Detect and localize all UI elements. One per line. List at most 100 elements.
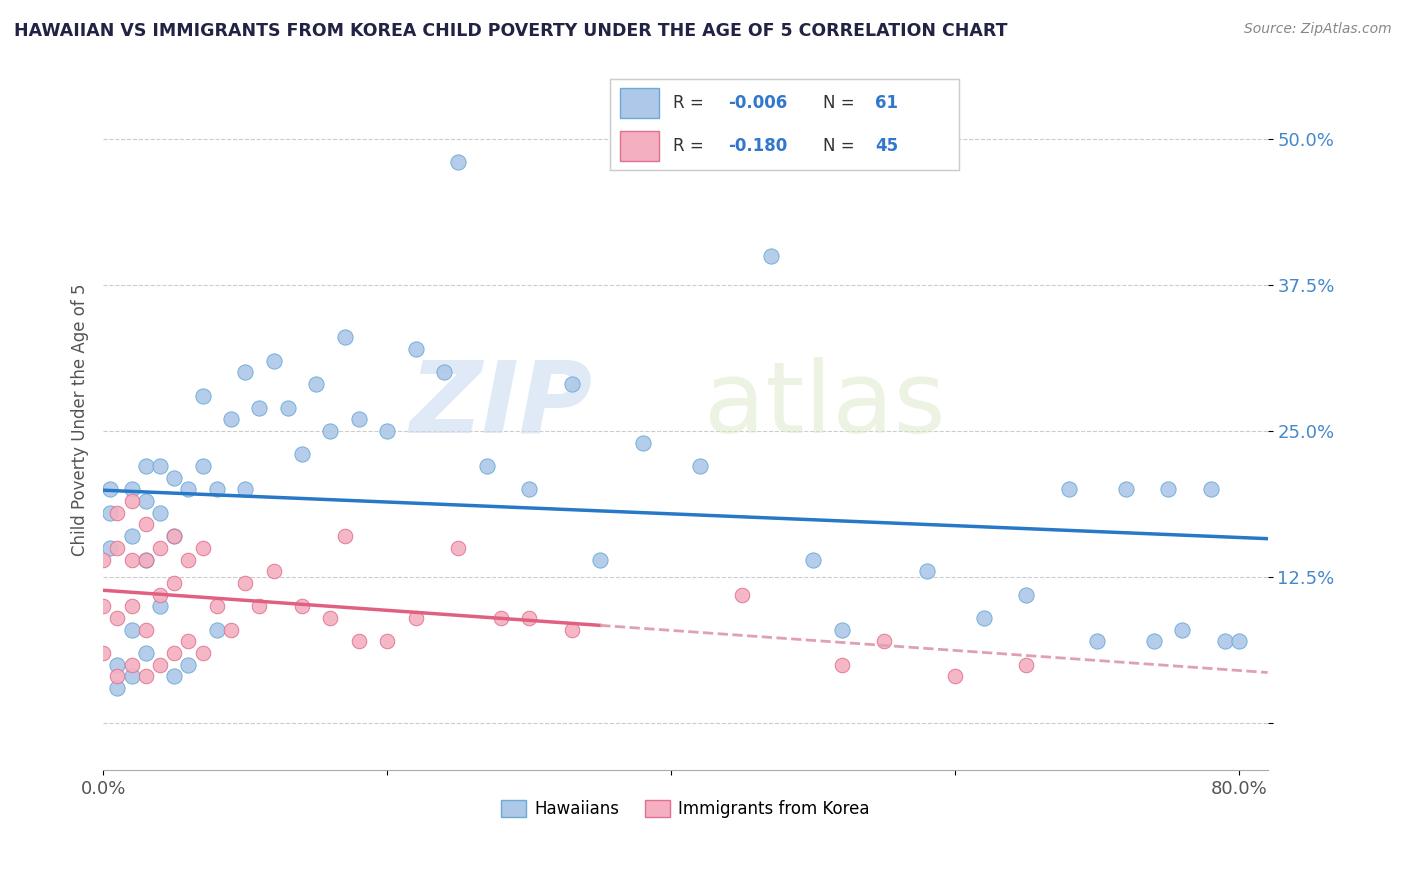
Point <box>163 669 186 683</box>
Point <box>375 634 398 648</box>
Point <box>831 657 853 672</box>
Point <box>191 541 214 555</box>
Point <box>831 623 853 637</box>
Point <box>177 552 200 566</box>
Point <box>517 483 540 497</box>
Point <box>121 657 143 672</box>
Point <box>98 541 121 555</box>
Point <box>205 483 228 497</box>
Point <box>375 424 398 438</box>
Point <box>163 471 186 485</box>
Text: ZIP: ZIP <box>409 357 592 454</box>
Point <box>191 646 214 660</box>
Point <box>219 623 242 637</box>
Point <box>177 483 200 497</box>
Point <box>631 435 654 450</box>
Point <box>91 599 114 614</box>
Point <box>247 401 270 415</box>
Point <box>291 447 314 461</box>
Point <box>105 657 128 672</box>
Point <box>319 424 342 438</box>
Point <box>135 552 157 566</box>
Point <box>233 576 256 591</box>
Point <box>561 623 583 637</box>
Point <box>135 494 157 508</box>
Point <box>801 552 824 566</box>
Point <box>1015 588 1038 602</box>
Point <box>1057 483 1080 497</box>
Point <box>233 483 256 497</box>
Point <box>347 634 370 648</box>
Point <box>405 342 427 356</box>
Point <box>121 483 143 497</box>
Point <box>915 564 938 578</box>
Point <box>135 552 157 566</box>
Point <box>1143 634 1166 648</box>
Y-axis label: Child Poverty Under the Age of 5: Child Poverty Under the Age of 5 <box>72 283 89 556</box>
Point <box>121 529 143 543</box>
Point <box>135 623 157 637</box>
Point <box>447 541 470 555</box>
Point <box>105 506 128 520</box>
Point <box>135 458 157 473</box>
Point <box>305 377 328 392</box>
Point <box>177 657 200 672</box>
Point <box>263 564 285 578</box>
Point <box>233 366 256 380</box>
Point <box>333 529 356 543</box>
Point <box>163 576 186 591</box>
Point <box>191 458 214 473</box>
Point <box>121 599 143 614</box>
Point <box>561 377 583 392</box>
Point <box>475 458 498 473</box>
Point <box>689 458 711 473</box>
Point <box>291 599 314 614</box>
Point <box>489 611 512 625</box>
Point <box>135 669 157 683</box>
Point <box>177 634 200 648</box>
Point <box>91 552 114 566</box>
Point <box>1213 634 1236 648</box>
Point <box>135 646 157 660</box>
Point <box>1157 483 1180 497</box>
Point <box>433 366 456 380</box>
Point <box>105 681 128 695</box>
Point <box>91 646 114 660</box>
Point <box>517 611 540 625</box>
Point <box>333 330 356 344</box>
Point <box>205 623 228 637</box>
Point <box>263 353 285 368</box>
Text: Source: ZipAtlas.com: Source: ZipAtlas.com <box>1244 22 1392 37</box>
Point <box>149 541 172 555</box>
Point <box>1171 623 1194 637</box>
Point <box>759 249 782 263</box>
Point <box>191 389 214 403</box>
Point <box>973 611 995 625</box>
Point <box>1199 483 1222 497</box>
Point <box>205 599 228 614</box>
Point <box>121 623 143 637</box>
Point <box>121 669 143 683</box>
Point <box>149 506 172 520</box>
Point <box>347 412 370 426</box>
Point <box>149 588 172 602</box>
Point <box>319 611 342 625</box>
Point <box>105 669 128 683</box>
Point <box>149 458 172 473</box>
Point <box>149 599 172 614</box>
Point <box>219 412 242 426</box>
Point <box>98 506 121 520</box>
Point <box>589 552 612 566</box>
Point <box>135 517 157 532</box>
Point <box>105 541 128 555</box>
Point <box>943 669 966 683</box>
Point <box>247 599 270 614</box>
Point <box>447 155 470 169</box>
Point <box>1015 657 1038 672</box>
Legend: Hawaiians, Immigrants from Korea: Hawaiians, Immigrants from Korea <box>495 793 876 825</box>
Text: HAWAIIAN VS IMMIGRANTS FROM KOREA CHILD POVERTY UNDER THE AGE OF 5 CORRELATION C: HAWAIIAN VS IMMIGRANTS FROM KOREA CHILD … <box>14 22 1008 40</box>
Point <box>149 657 172 672</box>
Point <box>163 646 186 660</box>
Point <box>1227 634 1250 648</box>
Point <box>121 552 143 566</box>
